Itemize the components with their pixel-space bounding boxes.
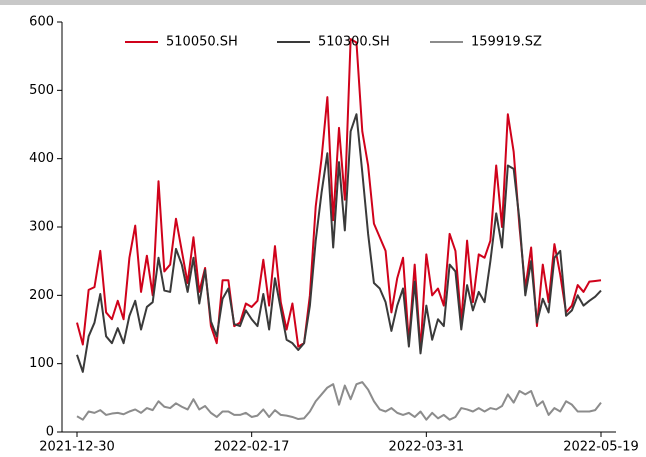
top-bar [0,0,646,5]
y-tick-label: 100 [29,356,54,371]
series-line [76,38,602,351]
x-tick-label: 2022-03-31 [389,440,465,455]
legend-label: 510300.SH [318,35,390,50]
x-tick-label: 2022-02-17 [214,440,290,455]
x-tick-label: 2022-05-19 [563,440,639,455]
y-tick-label: 0 [46,425,54,440]
x-tick-label: 2021-12-30 [39,440,115,455]
series-line [76,381,602,421]
legend-label: 159919.SZ [471,35,542,50]
y-tick-label: 500 [29,83,54,98]
y-tick-label: 400 [29,151,54,166]
y-tick-label: 300 [29,220,54,235]
y-tick-label: 600 [29,15,54,30]
y-tick-label: 200 [29,288,54,303]
legend-label: 510050.SH [166,35,238,50]
series-line [76,113,602,373]
